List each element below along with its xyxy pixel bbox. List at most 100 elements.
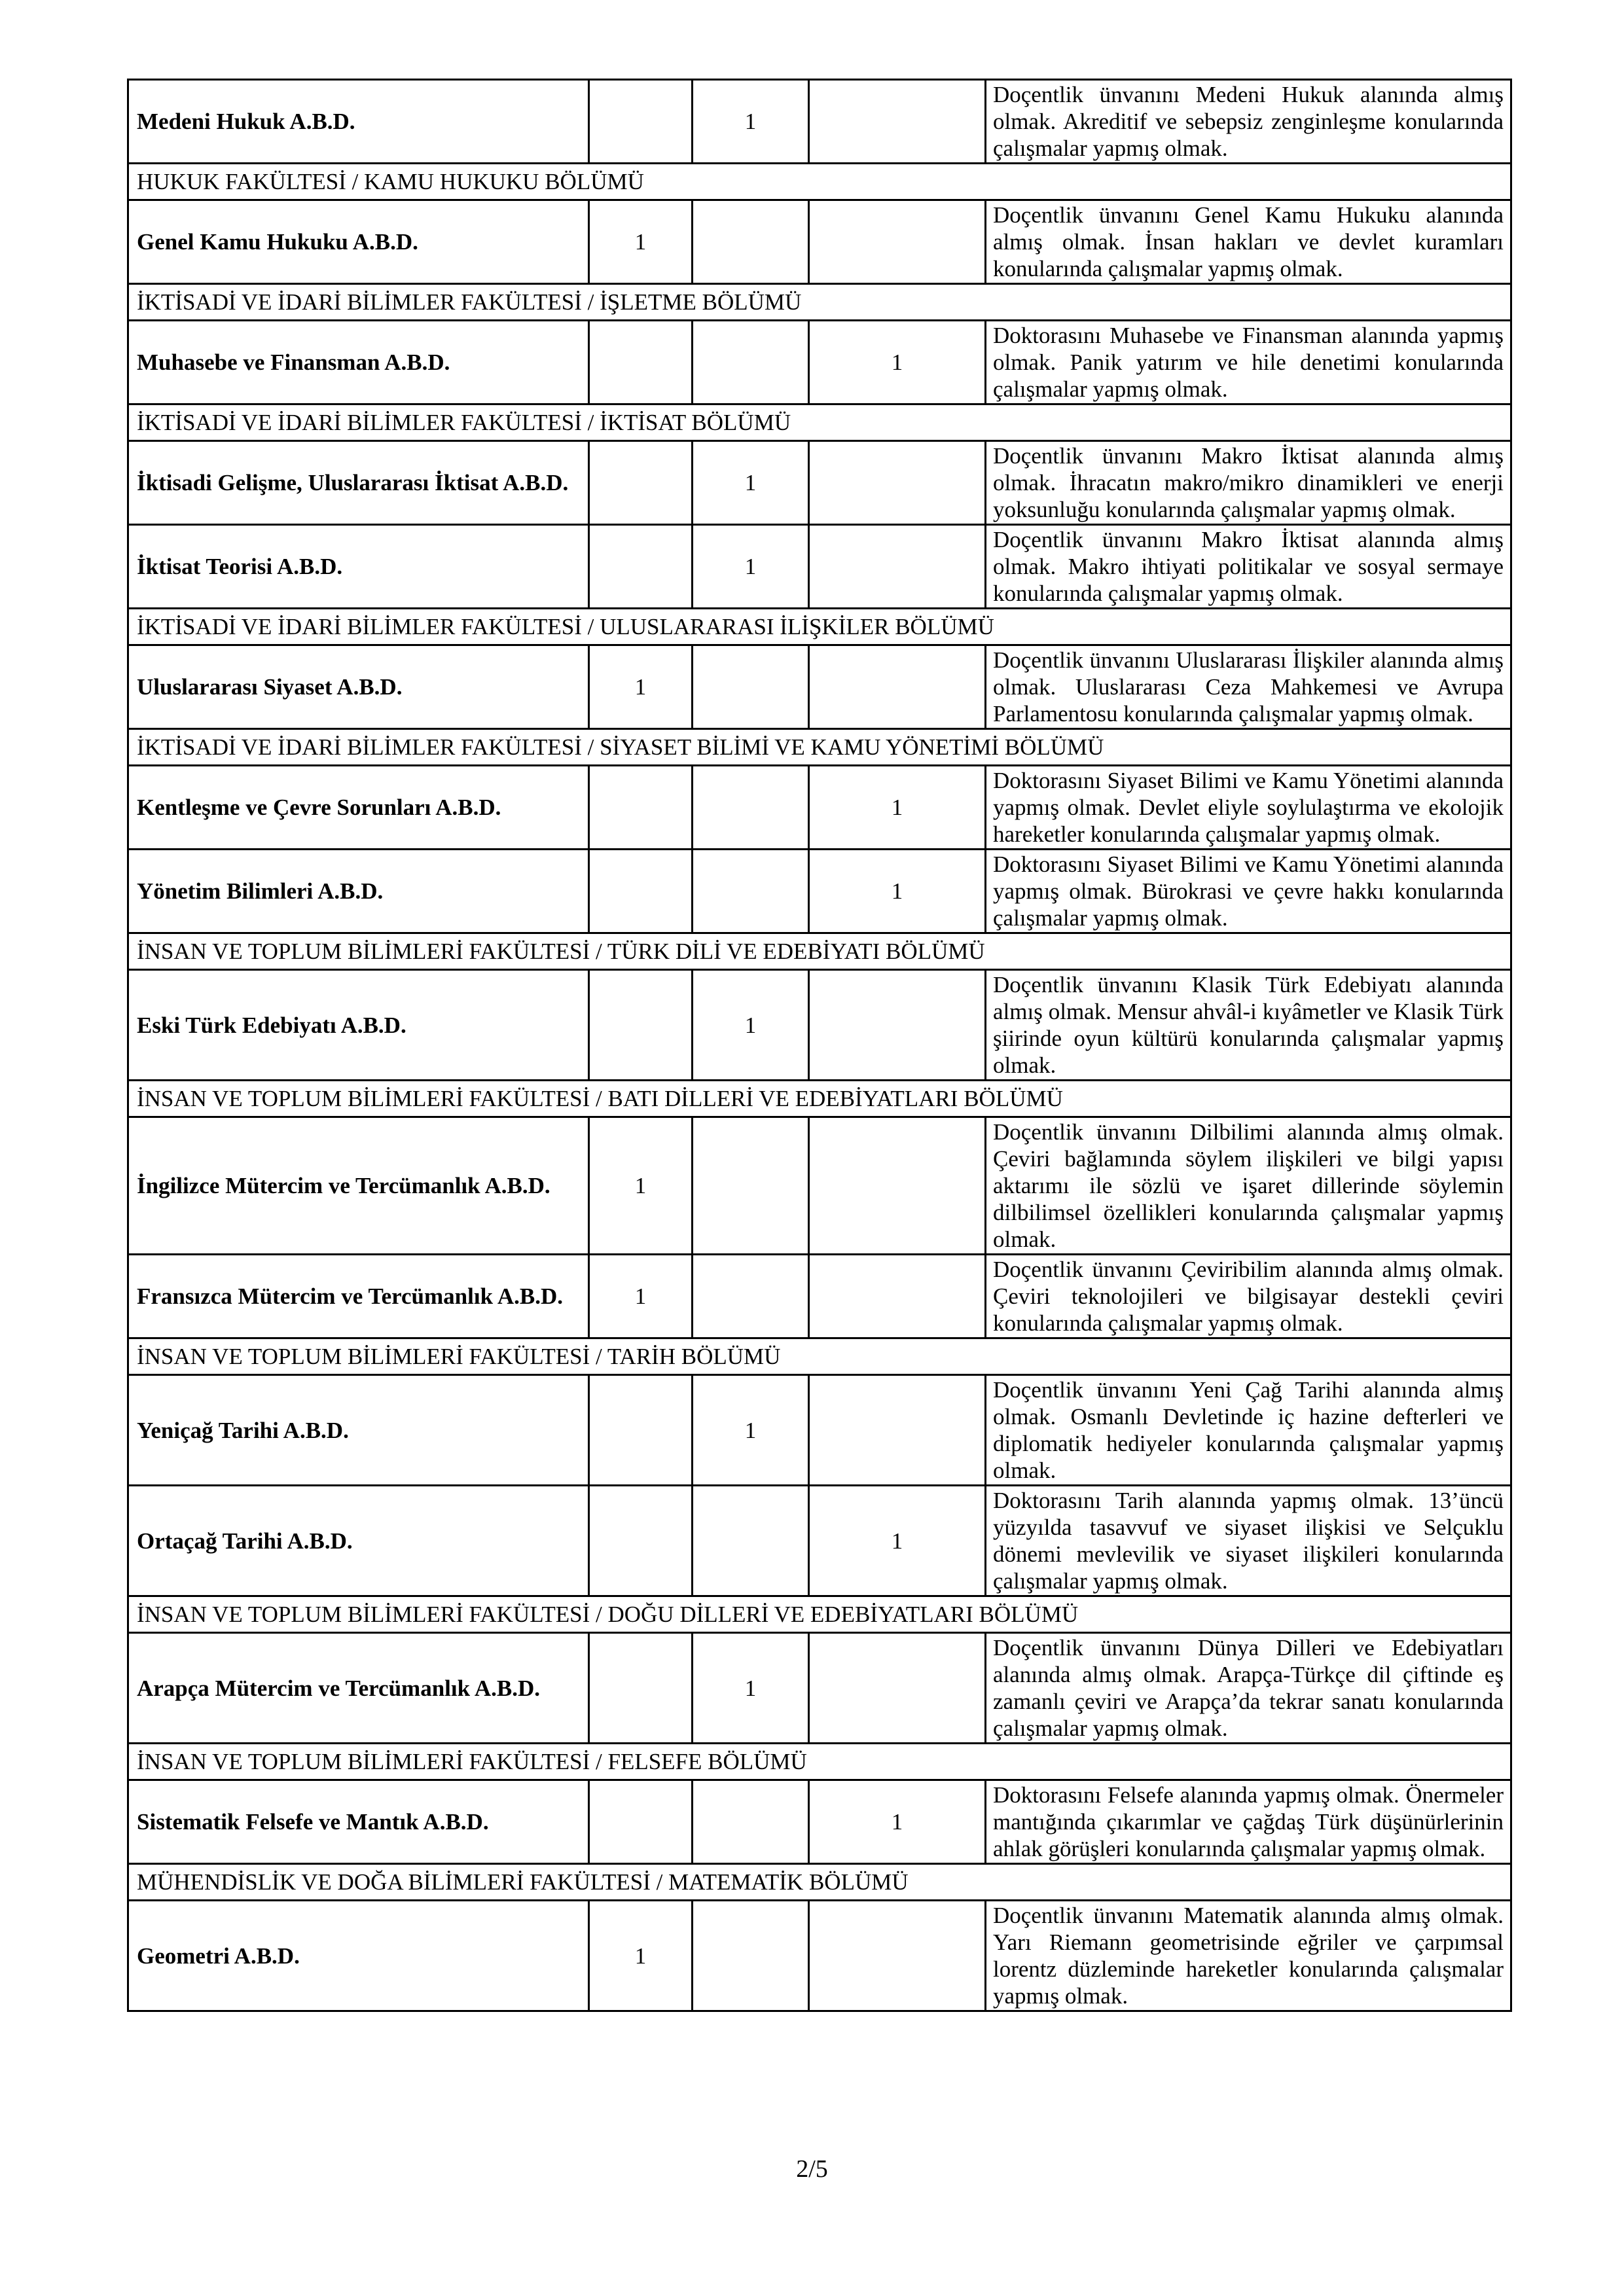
section-title: İNSAN VE TOPLUM BİLİMLERİ FAKÜLTESİ / DO… <box>127 1595 1512 1634</box>
position-count-cell <box>808 440 986 526</box>
position-count-cell <box>691 1779 810 1865</box>
department-name: Uluslararası Siyaset A.B.D. <box>127 644 590 730</box>
section-header-row: İNSAN VE TOPLUM BİLİMLERİ FAKÜLTESİ / TÜ… <box>127 932 1512 971</box>
requirements-text: Doçentlik ünvanını Yeni Çağ Tarihi alanı… <box>984 1374 1512 1486</box>
position-count-cell: 1 <box>691 524 810 609</box>
requirements-text: Doçentlik ünvanını Çeviribilim alanında … <box>984 1253 1512 1339</box>
position-count-cell <box>808 524 986 609</box>
position-count-cell: 1 <box>588 1253 693 1339</box>
requirements-text: Doçentlik ünvanını Klasik Türk Edebiyatı… <box>984 969 1512 1081</box>
position-count-cell <box>808 199 986 285</box>
position-count-cell <box>588 1374 693 1486</box>
position-count-cell <box>588 79 693 164</box>
position-count-cell: 1 <box>691 440 810 526</box>
position-count-cell: 1 <box>588 644 693 730</box>
position-count-cell: 1 <box>808 1779 986 1865</box>
section-header-row: İNSAN VE TOPLUM BİLİMLERİ FAKÜLTESİ / TA… <box>127 1337 1512 1376</box>
section-title: İNSAN VE TOPLUM BİLİMLERİ FAKÜLTESİ / BA… <box>127 1079 1512 1118</box>
position-count-cell <box>808 1116 986 1255</box>
position-count-cell: 1 <box>808 848 986 934</box>
requirements-text: Doçentlik ünvanını Matematik alanında al… <box>984 1899 1512 2012</box>
position-count-cell <box>588 1779 693 1865</box>
table-row: Genel Kamu Hukuku A.B.D. 1 Doçentlik ünvan… <box>127 199 1512 285</box>
position-count-cell: 1 <box>691 79 810 164</box>
table-row: Yönetim Bilimleri A.B.D. 1 Doktorasını Siy… <box>127 848 1512 934</box>
positions-table: Medeni Hukuk A.B.D. 1 Doçentlik ünvanını M… <box>127 79 1512 2012</box>
section-header-row: HUKUK FAKÜLTESİ / KAMU HUKUKU BÖLÜMÜ <box>127 162 1512 201</box>
position-count-cell <box>808 644 986 730</box>
requirements-text: Doçentlik ünvanını Dilbilimi alanında al… <box>984 1116 1512 1255</box>
position-count-cell <box>691 764 810 850</box>
table-row: Medeni Hukuk A.B.D. 1 Doçentlik ünvanını M… <box>127 79 1512 164</box>
requirements-text: Doçentlik ünvanını Genel Kamu Hukuku ala… <box>984 199 1512 285</box>
table-row: İngilizce Mütercim ve Tercümanlık A.B.D.… <box>127 1116 1512 1255</box>
table-row: Kentleşme ve Çevre Sorunları A.B.D. 1 Dokt… <box>127 764 1512 850</box>
requirements-text: Doktorasını Siyaset Bilimi ve Kamu Yönet… <box>984 848 1512 934</box>
requirements-text: Doktorasını Tarih alanında yapmış olmak.… <box>984 1484 1512 1597</box>
position-count-cell <box>691 644 810 730</box>
table-row: Eski Türk Edebiyatı A.B.D. 1 Doçentlik ünv… <box>127 969 1512 1081</box>
requirements-text: Doçentlik ünvanını Dünya Dilleri ve Edeb… <box>984 1632 1512 1744</box>
position-count-cell: 1 <box>691 969 810 1081</box>
position-count-cell <box>588 1632 693 1744</box>
table-row: Arapça Mütercim ve Tercümanlık A.B.D. 1 Do… <box>127 1632 1512 1744</box>
section-title: İKTİSADİ VE İDARİ BİLİMLER FAKÜLTESİ / S… <box>127 728 1512 766</box>
position-count-cell <box>691 319 810 405</box>
position-count-cell: 1 <box>808 319 986 405</box>
position-count-cell <box>808 79 986 164</box>
section-title: İKTİSADİ VE İDARİ BİLİMLER FAKÜLTESİ / İ… <box>127 283 1512 321</box>
department-name: Sistematik Felsefe ve Mantık A.B.D. <box>127 1779 590 1865</box>
section-header-row: İKTİSADİ VE İDARİ BİLİMLER FAKÜLTESİ / U… <box>127 607 1512 646</box>
department-name: Geometri A.B.D. <box>127 1899 590 2012</box>
requirements-text: Doktorasını Muhasebe ve Finansman alanın… <box>984 319 1512 405</box>
table-row: İktisat Teorisi A.B.D. 1 Doçentlik ünvanın… <box>127 524 1512 609</box>
position-count-cell <box>808 969 986 1081</box>
position-count-cell <box>588 969 693 1081</box>
table-row: İktisadi Gelişme, Uluslararası İktisat A… <box>127 440 1512 526</box>
position-count-cell <box>691 1253 810 1339</box>
department-name: İngilizce Mütercim ve Tercümanlık A.B.D. <box>127 1116 590 1255</box>
section-header-row: İNSAN VE TOPLUM BİLİMLERİ FAKÜLTESİ / BA… <box>127 1079 1512 1118</box>
table-row: Fransızca Mütercim ve Tercümanlık A.B.D.… <box>127 1253 1512 1339</box>
table-row: Uluslararası Siyaset A.B.D. 1 Doçentlik ün… <box>127 644 1512 730</box>
position-count-cell <box>691 199 810 285</box>
section-header-row: İNSAN VE TOPLUM BİLİMLERİ FAKÜLTESİ / FE… <box>127 1742 1512 1781</box>
section-title: İNSAN VE TOPLUM BİLİMLERİ FAKÜLTESİ / TÜ… <box>127 932 1512 971</box>
requirements-text: Doçentlik ünvanını Makro İktisat alanınd… <box>984 440 1512 526</box>
position-count-cell <box>808 1899 986 2012</box>
position-count-cell: 1 <box>588 199 693 285</box>
table-row: Muhasebe ve Finansman A.B.D. 1 Doktorasını… <box>127 319 1512 405</box>
position-count-cell <box>808 1253 986 1339</box>
department-name: Eski Türk Edebiyatı A.B.D. <box>127 969 590 1081</box>
requirements-text: Doçentlik ünvanını Makro İktisat alanınd… <box>984 524 1512 609</box>
position-count-cell: 1 <box>691 1632 810 1744</box>
department-name: İktisat Teorisi A.B.D. <box>127 524 590 609</box>
department-name: Medeni Hukuk A.B.D. <box>127 79 590 164</box>
section-title: İNSAN VE TOPLUM BİLİMLERİ FAKÜLTESİ / FE… <box>127 1742 1512 1781</box>
position-count-cell: 1 <box>588 1899 693 2012</box>
department-name: Ortaçağ Tarihi A.B.D. <box>127 1484 590 1597</box>
position-count-cell <box>691 848 810 934</box>
section-header-row: İKTİSADİ VE İDARİ BİLİMLER FAKÜLTESİ / S… <box>127 728 1512 766</box>
position-count-cell: 1 <box>808 1484 986 1597</box>
department-name: Yeniçağ Tarihi A.B.D. <box>127 1374 590 1486</box>
requirements-text: Doçentlik ünvanını Medeni Hukuk alanında… <box>984 79 1512 164</box>
department-name: Fransızca Mütercim ve Tercümanlık A.B.D. <box>127 1253 590 1339</box>
position-count-cell <box>808 1632 986 1744</box>
position-count-cell <box>588 848 693 934</box>
position-count-cell <box>588 764 693 850</box>
position-count-cell: 1 <box>808 764 986 850</box>
section-header-row: İKTİSADİ VE İDARİ BİLİMLER FAKÜLTESİ / İ… <box>127 283 1512 321</box>
section-header-row: İKTİSADİ VE İDARİ BİLİMLER FAKÜLTESİ / İ… <box>127 403 1512 442</box>
requirements-text: Doçentlik ünvanını Uluslararası İlişkile… <box>984 644 1512 730</box>
position-count-cell <box>691 1116 810 1255</box>
section-title: MÜHENDİSLİK VE DOĞA BİLİMLERİ FAKÜLTESİ … <box>127 1863 1512 1901</box>
position-count-cell <box>691 1484 810 1597</box>
position-count-cell: 1 <box>691 1374 810 1486</box>
position-count-cell <box>588 319 693 405</box>
table-row: Ortaçağ Tarihi A.B.D. 1 Doktorasını Tarih … <box>127 1484 1512 1597</box>
table-row: Geometri A.B.D. 1 Doçentlik ünvanını Matem… <box>127 1899 1512 2012</box>
position-count-cell <box>691 1899 810 2012</box>
section-title: HUKUK FAKÜLTESİ / KAMU HUKUKU BÖLÜMÜ <box>127 162 1512 201</box>
section-title: İNSAN VE TOPLUM BİLİMLERİ FAKÜLTESİ / TA… <box>127 1337 1512 1376</box>
